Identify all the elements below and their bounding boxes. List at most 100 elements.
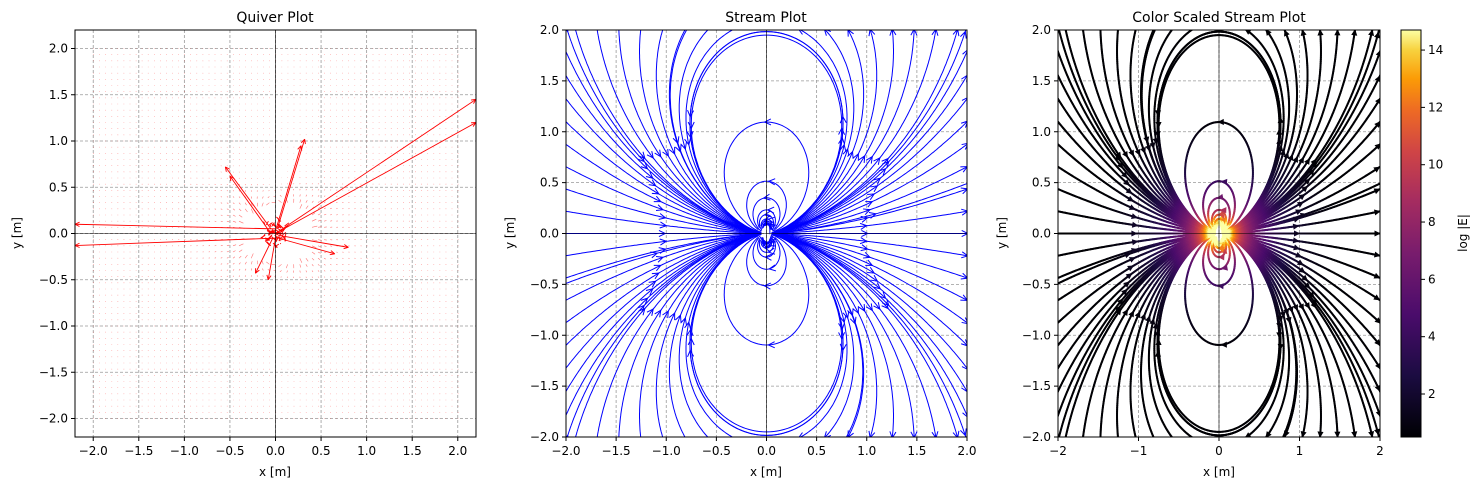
- streamline-arrow: [645, 171, 654, 179]
- streamline-arrow: [1220, 178, 1228, 185]
- y-tick-label: −1.0: [39, 319, 68, 333]
- streamline-segment: [1379, 369, 1380, 370]
- streamline-arrow: [1051, 346, 1057, 353]
- streamline-segment: [1379, 416, 1380, 419]
- streamline: [576, 233, 760, 433]
- streamline-arrow: [1375, 410, 1380, 417]
- streamline: [570, 233, 760, 405]
- streamline-arrow: [960, 187, 967, 195]
- x-tick-label: 1.5: [907, 444, 926, 458]
- streamline-segment: [1155, 441, 1156, 443]
- quiver-long-arrow: [267, 238, 276, 280]
- quiver-zero-lines: [75, 30, 476, 437]
- streamline-segment: [1382, 421, 1383, 423]
- streamline-arrow: [684, 436, 686, 437]
- streamline-arrow: [648, 280, 657, 288]
- quiver-arrow-head: [75, 242, 80, 248]
- streamline: [799, 431, 809, 437]
- y-tick-label: −2.0: [39, 412, 68, 426]
- streamline: [961, 98, 967, 106]
- streamline-arrow: [931, 30, 939, 36]
- streamline-arrow: [867, 193, 876, 201]
- streamline-segment: [1382, 301, 1383, 302]
- streamline-arrow: [566, 390, 567, 395]
- streamline-arrow: [961, 230, 967, 237]
- streamline: [772, 34, 844, 233]
- streamline: [961, 297, 967, 301]
- streamline: [576, 34, 760, 234]
- streamline-segment: [1383, 423, 1384, 425]
- x-tick-label: 0.0: [266, 444, 285, 458]
- streamline-segment: [1153, 30, 1156, 32]
- quiver-long-arrow: [278, 234, 349, 248]
- streamline-arrow: [767, 216, 776, 224]
- streamline-arrow: [863, 251, 872, 259]
- y-tick-label: 1.0: [540, 125, 559, 139]
- streamline-arrow: [1061, 22, 1067, 29]
- y-tick-label: 2.0: [49, 42, 68, 56]
- y-tick-label: −0.5: [39, 273, 68, 287]
- streamline-arrow: [566, 211, 567, 212]
- streamline-arrow: [684, 30, 686, 31]
- streamline-segment: [1381, 393, 1382, 395]
- streamline: [689, 234, 761, 433]
- streamline: [566, 404, 572, 417]
- x-tick-label: 1.0: [357, 444, 376, 458]
- streamline-arrow: [961, 251, 967, 259]
- x-tick-label: 0.5: [312, 444, 331, 458]
- streamline: [961, 404, 967, 417]
- streamline-arrow: [889, 431, 897, 437]
- streamline-arrow: [575, 30, 576, 31]
- streamline-segment: [1382, 371, 1383, 373]
- streamline-arrow: [931, 431, 939, 437]
- y-tick-label: −1.0: [530, 328, 559, 342]
- streamline-arrow: [870, 185, 879, 193]
- streamline: [681, 30, 686, 36]
- streamline: [961, 121, 967, 128]
- streamline-arrow: [961, 317, 967, 324]
- y-tick-label: 1.0: [49, 134, 68, 148]
- streamline-segment: [1152, 436, 1155, 437]
- streamline-arrow: [960, 166, 967, 173]
- streamline-arrow: [1116, 438, 1122, 445]
- streamline-arrow: [842, 147, 850, 156]
- streamline: [566, 98, 572, 106]
- streamline-segment: [1056, 393, 1057, 395]
- streamline: [961, 361, 967, 369]
- streamline: [566, 318, 572, 324]
- streamline-arrow: [680, 142, 687, 151]
- streamline-arrow: [1221, 264, 1228, 271]
- streamline-segment: [1381, 419, 1382, 421]
- x-tick-label: −1.0: [652, 444, 681, 458]
- x-tick-label: −1.5: [124, 444, 153, 458]
- streamline-arrow: [910, 431, 918, 437]
- streamline-arrow: [687, 349, 695, 358]
- quiver-long-arrow: [75, 223, 276, 230]
- streamline-arrow: [960, 294, 967, 301]
- streamline-arrow: [658, 213, 667, 220]
- streamline: [566, 188, 572, 192]
- stream-xlabel: x [m]: [750, 465, 782, 479]
- streamline: [566, 339, 572, 346]
- streamline-arrow: [763, 210, 772, 218]
- streamline-arrow: [1051, 370, 1057, 377]
- streamline-arrow: [680, 316, 687, 325]
- quiver-long-arrow: [275, 122, 476, 234]
- streamline-segment: [1383, 181, 1385, 182]
- streamline-arrow: [839, 143, 847, 152]
- x-tick-label: −1.5: [602, 444, 631, 458]
- y-tick-label: −1.5: [530, 379, 559, 393]
- streamline: [771, 34, 848, 234]
- streamline: [702, 30, 709, 36]
- streamline-segment: [1382, 395, 1383, 397]
- streamline-arrow: [646, 308, 654, 316]
- streamline-segment: [1382, 182, 1384, 183]
- streamline-arrow: [566, 345, 567, 346]
- streamline-arrow: [668, 312, 676, 321]
- color-stream-panel: Color Scaled Stream Plot −2 −1 0 1 2 −2.0−1.…: [995, 10, 1470, 479]
- streamline-arrow: [870, 274, 879, 282]
- streamline-arrow: [566, 277, 567, 279]
- streamline-segment: [1055, 301, 1056, 302]
- streamline-arrow: [1051, 300, 1058, 306]
- y-tick-label: 1.5: [49, 88, 68, 102]
